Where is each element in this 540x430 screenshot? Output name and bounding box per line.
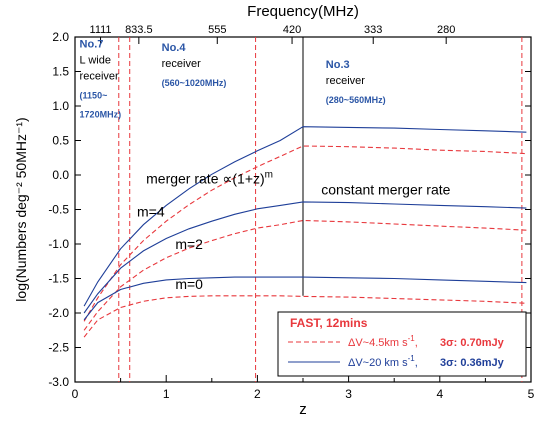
series-line-m=2-solid <box>83 201 527 314</box>
y-tick-label: 0.5 <box>52 134 69 148</box>
curve-annotation: constant merger rate <box>321 181 450 197</box>
receiver-band: 1720MHz) <box>80 109 122 119</box>
top-tick-label: 333 <box>364 24 382 36</box>
y-tick-label: -2.0 <box>48 306 69 320</box>
series-line-m=0-dashed <box>83 295 527 338</box>
receiver-title: No.3 <box>326 59 350 71</box>
series-line-m=4-solid <box>83 126 527 307</box>
series-line-m=4-dashed <box>83 145 527 322</box>
y-tick-label: 2.0 <box>52 30 69 44</box>
receiver-title: No.7 <box>80 38 104 50</box>
curve-annotation: m=2 <box>175 236 203 252</box>
legend-title: FAST, 12mins <box>290 316 368 330</box>
receiver-band: (280~560MHz) <box>326 95 386 105</box>
y-tick-label: 0.0 <box>52 168 69 182</box>
top-tick-label: 1111 <box>90 24 112 36</box>
top-tick-label: 420 <box>283 24 301 36</box>
top-tick-label: 280 <box>437 24 455 36</box>
receiver-text: receiver <box>80 70 119 82</box>
y-tick-label: -2.5 <box>48 341 69 355</box>
y-tick-label: -1.5 <box>48 272 69 286</box>
top-tick-label: 555 <box>208 24 226 36</box>
receiver-text: L wide <box>80 54 111 66</box>
legend-sigma: 3σ: 0.36mJy <box>440 357 505 369</box>
top-tick-label: 833.5 <box>125 24 153 36</box>
x-axis-title: z <box>299 401 307 418</box>
x-tick-label: 1 <box>163 387 170 401</box>
series-line-m=2-dashed <box>83 219 527 331</box>
top-axis-title: Frequency(MHz) <box>247 3 359 20</box>
x-tick-label: 4 <box>436 387 443 401</box>
x-tick-label: 3 <box>345 387 352 401</box>
series-group <box>83 37 527 382</box>
receiver-text: receiver <box>326 75 365 87</box>
receiver-text: receiver <box>162 58 201 70</box>
y-tick-label: -3.0 <box>48 375 69 389</box>
legend-box <box>277 311 527 377</box>
x-tick-label: 5 <box>528 387 535 401</box>
label-group: 0 1 2 3 4 5 -3.0 -2.5 -2.0 -1.5 -1.0 -0.5 0.0 0.5 1.0 1… <box>13 3 535 418</box>
curve-annotation: m=0 <box>175 276 203 292</box>
x-tick-label: 2 <box>254 387 261 401</box>
receiver-band: (560~1020MHz) <box>162 78 227 88</box>
y-tick-label: 1.0 <box>52 99 69 113</box>
legend-sigma: 3σ: 0.70mJy <box>440 337 505 349</box>
y-tick-label: 1.5 <box>52 65 69 79</box>
y-axis-title: log(Numbers deg⁻² 50MHz⁻¹) <box>13 117 29 301</box>
legend-label: ΔV~4.5km s-1, <box>348 334 418 349</box>
curve-annotation: merger rate ∝(1+z)m <box>146 169 273 186</box>
y-tick-label: -0.5 <box>48 203 69 217</box>
legend-label: ΔV~20 km s-1, <box>348 354 418 369</box>
series-line-m=0-solid <box>83 276 527 321</box>
x-tick-label: 0 <box>72 387 79 401</box>
curve-annotation: m=4 <box>137 203 165 219</box>
receiver-title: No.4 <box>162 42 187 54</box>
receiver-band: (1150~ <box>80 90 108 100</box>
y-tick-label: -1.0 <box>48 237 69 251</box>
